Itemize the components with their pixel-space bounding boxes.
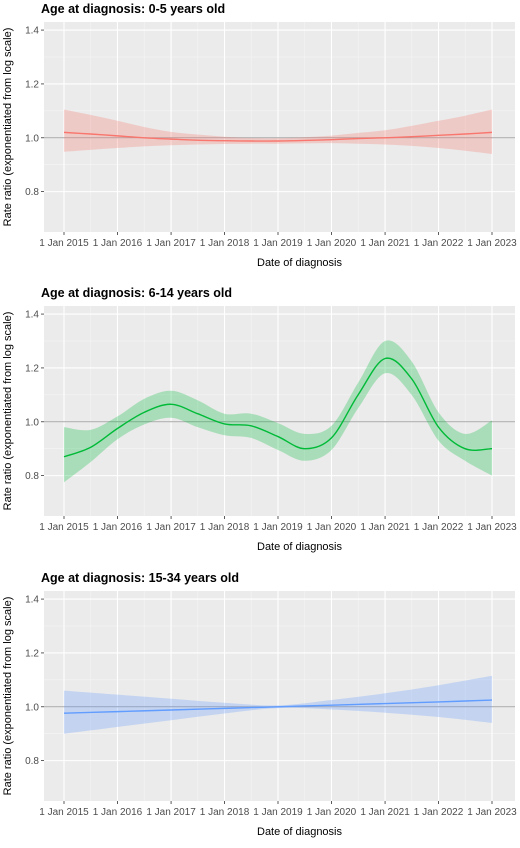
chart-panel-6-14: Age at diagnosis: 6-14 years old 0.8 1.0 1.… (0, 284, 520, 563)
confidence-ribbon (64, 340, 492, 483)
x-tick-label: 1 Jan 2021 (360, 807, 410, 818)
y-axis-label: Rate ratio (exponentiated from log scale… (2, 28, 14, 227)
chart-title: Age at diagnosis: 6-14 years old (41, 286, 232, 300)
chart-title: Age at diagnosis: 0-5 years old (41, 2, 225, 16)
confidence-ribbon (64, 109, 492, 154)
chart-panel-15-34: Age at diagnosis: 15-34 years old 0.8 1.0 1… (0, 569, 520, 848)
x-tick-label: 1 Jan 2023 (467, 522, 517, 533)
x-tick-label: 1 Jan 2017 (146, 807, 196, 818)
x-tick-label: 1 Jan 2021 (360, 522, 410, 533)
x-tick-label: 1 Jan 2022 (414, 807, 464, 818)
chart-svg: Age at diagnosis: 6-14 years old 0.8 1.0 1.… (2, 286, 517, 553)
x-tick-label: 1 Jan 2018 (200, 522, 250, 533)
x-tick-label: 1 Jan 2022 (414, 522, 464, 533)
y-tick-label: 1.2 (25, 79, 39, 90)
chart-title: Age at diagnosis: 15-34 years old (41, 571, 239, 585)
estimate-line (63, 131, 493, 142)
y-axis-label: Rate ratio (exponentiated from log scale… (2, 312, 14, 511)
x-tick-label: 1 Jan 2016 (93, 807, 143, 818)
x-axis-label: Date of diagnosis (257, 257, 342, 269)
x-axis-label: Date of diagnosis (257, 826, 342, 838)
y-axis-label: Rate ratio (exponentiated from log scale… (2, 597, 14, 796)
x-tick-label: 1 Jan 2017 (146, 238, 196, 249)
x-tick-label: 1 Jan 2017 (146, 522, 196, 533)
x-tick-label: 1 Jan 2015 (39, 522, 89, 533)
confidence-ribbon (64, 675, 492, 734)
y-tick-label: 1.2 (25, 363, 39, 374)
x-tick-label: 1 Jan 2023 (467, 807, 517, 818)
y-tick-label: 1.4 (25, 595, 39, 606)
x-tick-label: 1 Jan 2015 (39, 238, 89, 249)
x-tick-label: 1 Jan 2019 (253, 238, 303, 249)
chart-panel-0-5: Age at diagnosis: 0-5 years old 0.8 1.0 1.2… (0, 0, 520, 279)
y-tick-label: 1.0 (25, 417, 39, 428)
estimate-line (63, 357, 493, 458)
x-tick-label: 1 Jan 2016 (93, 522, 143, 533)
y-tick-label: 1.0 (25, 133, 39, 144)
x-tick-label: 1 Jan 2020 (307, 238, 357, 249)
x-tick-label: 1 Jan 2023 (467, 238, 517, 249)
y-tick-label: 1.4 (25, 310, 39, 321)
y-tick-label: 0.8 (25, 756, 39, 767)
estimate-line (63, 699, 493, 714)
x-tick-label: 1 Jan 2022 (414, 238, 464, 249)
y-tick-label: 1.2 (25, 648, 39, 659)
plot-background (44, 306, 515, 516)
x-tick-label: 1 Jan 2016 (93, 238, 143, 249)
y-tick-label: 0.8 (25, 471, 39, 482)
chart-svg: Age at diagnosis: 0-5 years old 0.8 1.0 1.2… (2, 2, 517, 269)
y-tick-label: 1.4 (25, 26, 39, 37)
y-tick-label: 0.8 (25, 187, 39, 198)
x-tick-label: 1 Jan 2020 (307, 522, 357, 533)
x-tick-label: 1 Jan 2018 (200, 238, 250, 249)
x-tick-label: 1 Jan 2015 (39, 807, 89, 818)
x-tick-label: 1 Jan 2018 (200, 807, 250, 818)
y-tick-label: 1.0 (25, 702, 39, 713)
x-tick-label: 1 Jan 2021 (360, 238, 410, 249)
x-tick-label: 1 Jan 2020 (307, 807, 357, 818)
x-tick-label: 1 Jan 2019 (253, 522, 303, 533)
x-axis-label: Date of diagnosis (257, 541, 342, 553)
x-tick-label: 1 Jan 2019 (253, 807, 303, 818)
chart-svg: Age at diagnosis: 15-34 years old 0.8 1.0 1… (2, 571, 517, 838)
